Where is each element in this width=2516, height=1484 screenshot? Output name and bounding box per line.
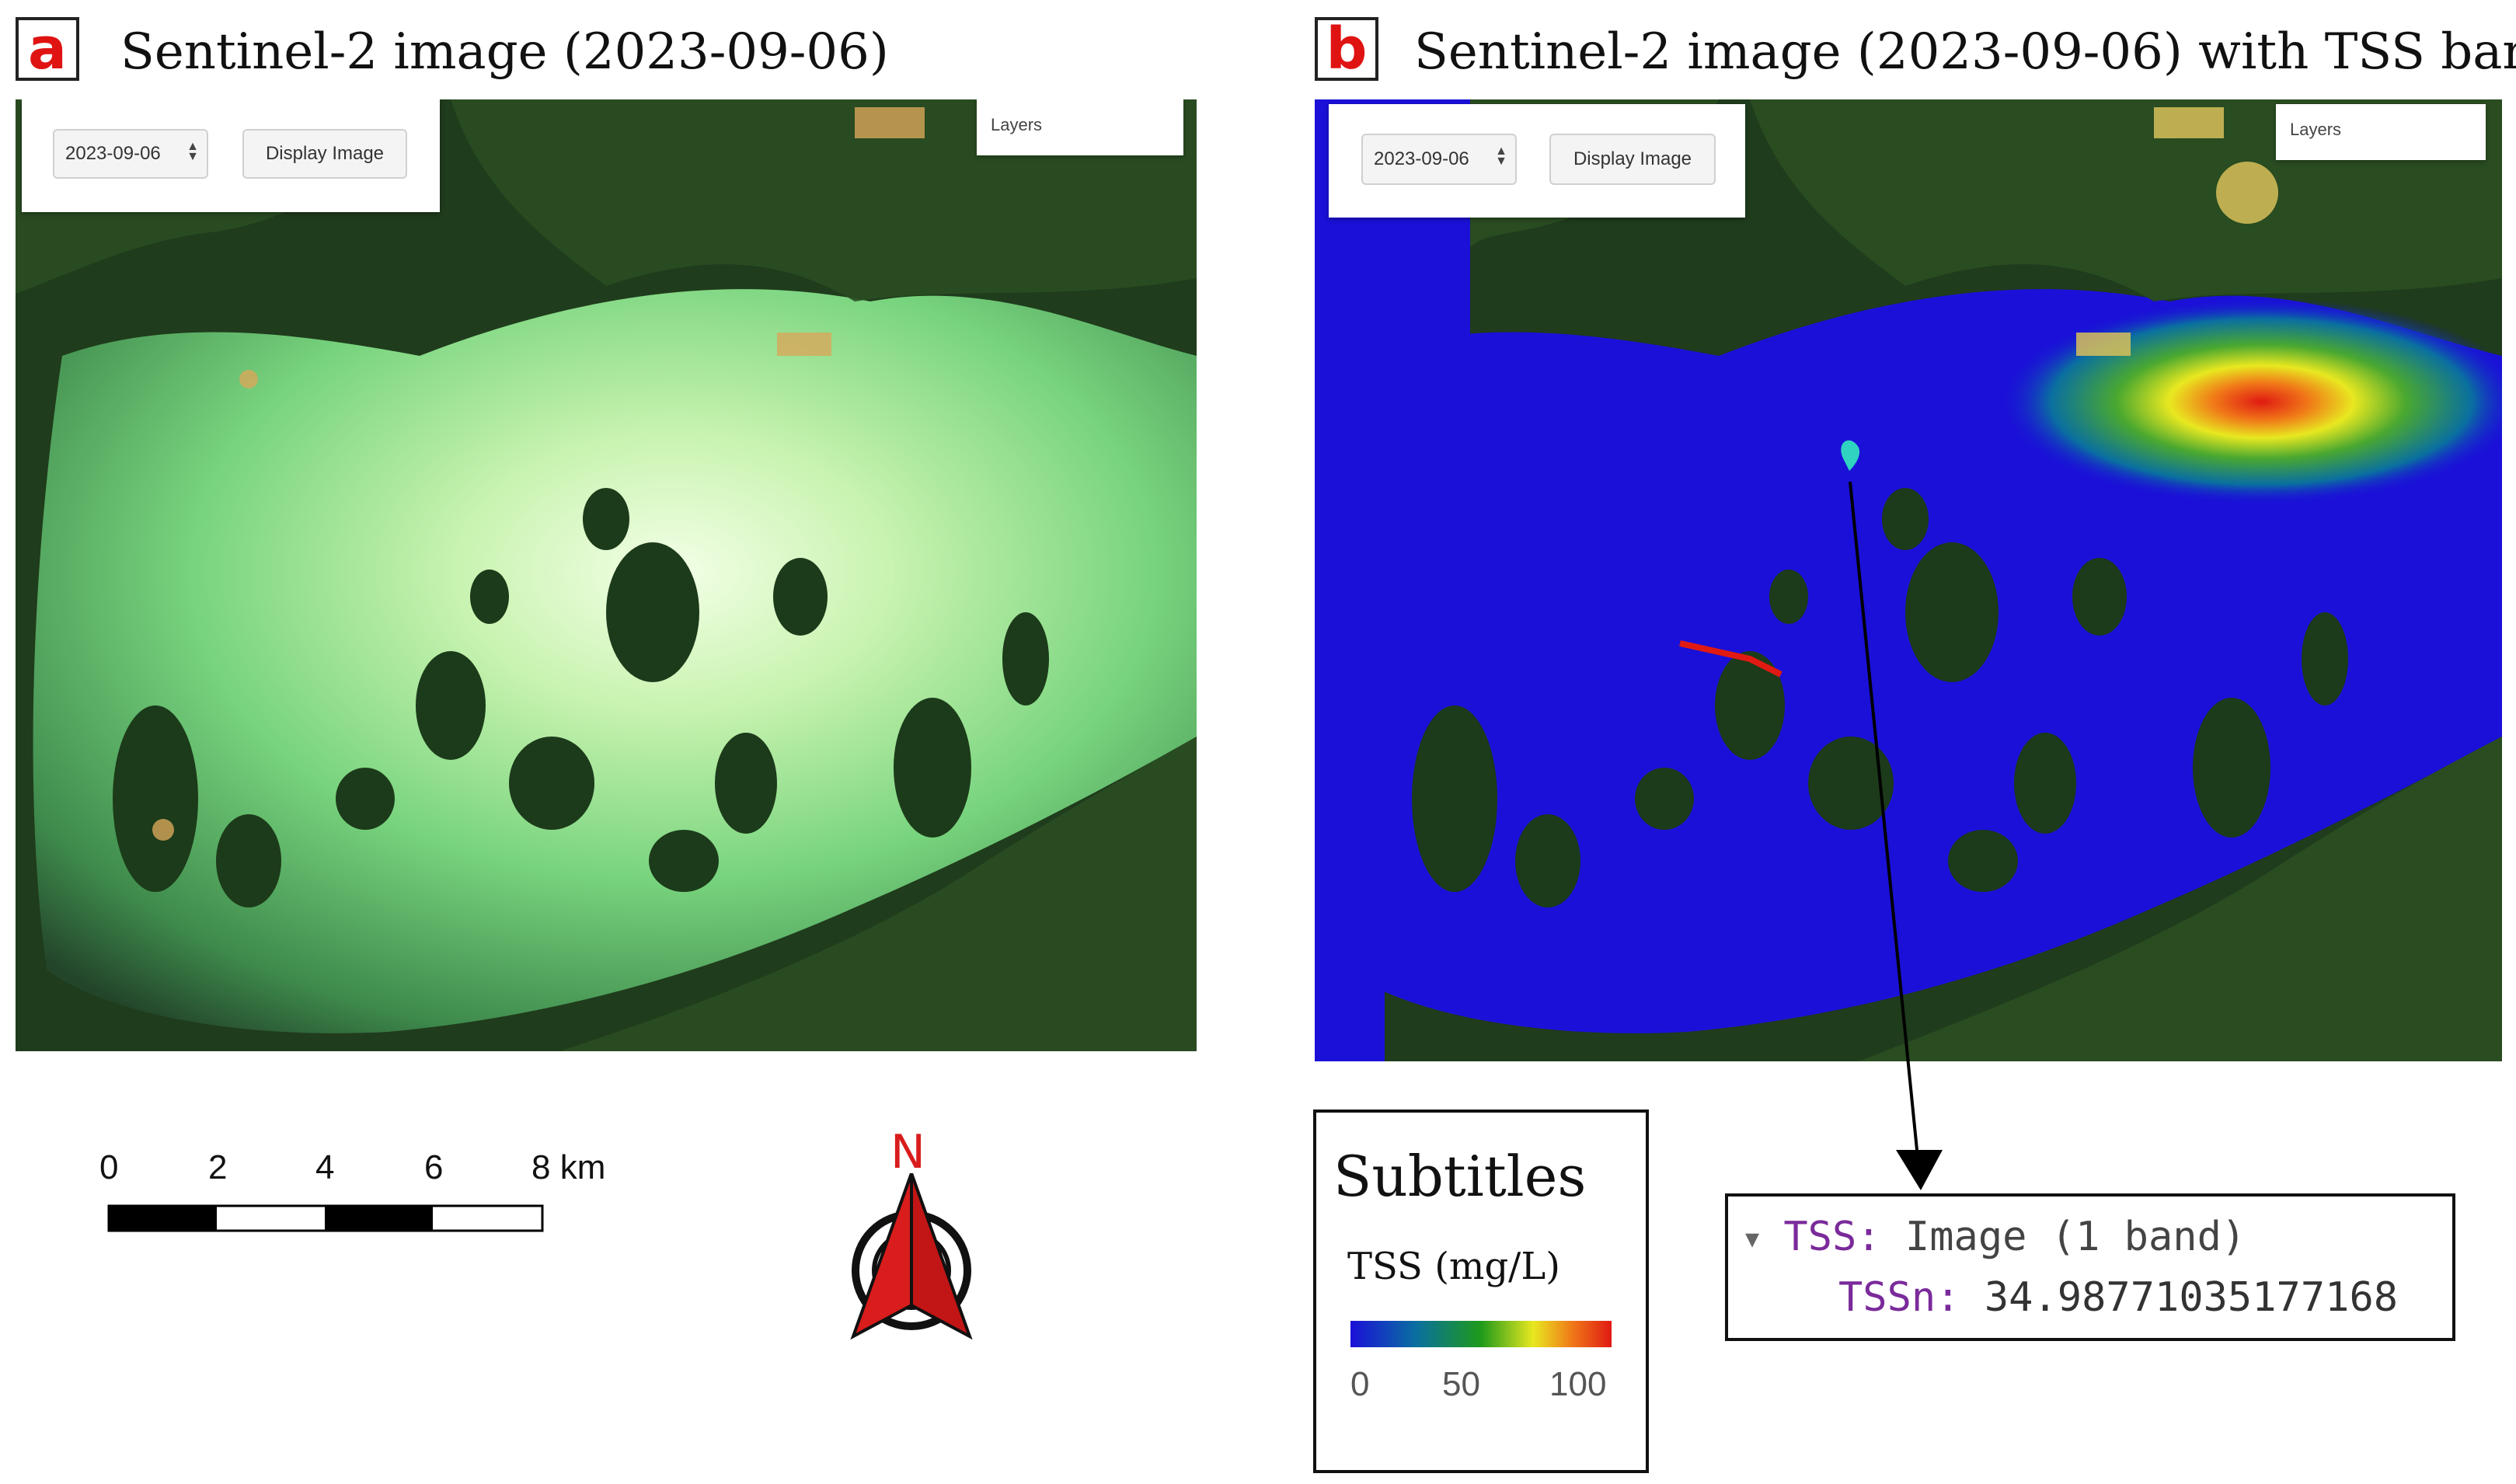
select-arrows-icon: ▲ ▼ [186,140,199,163]
expand-triangle-icon[interactable]: ▼ [1745,1225,1760,1253]
scale-tick-2: 2 [208,1148,228,1186]
select-arrows-icon: ▲ ▼ [1495,145,1507,168]
inspector-layer-key: TSS: [1783,1214,1881,1260]
layers-control-b[interactable]: Layers [2276,104,2486,160]
display-image-button[interactable]: Display Image [242,129,407,179]
date-select-b[interactable]: 2023-09-06 ▲ ▼ [1361,134,1517,185]
display-image-button-b[interactable]: Display Image [1549,134,1716,185]
panel-a-letter: a [28,16,67,82]
map-natural-color-image [16,99,1197,1051]
scale-tick-0: 0 [99,1148,119,1186]
legend-tick-0: 0 [1350,1365,1370,1403]
layers-control[interactable]: Layers [977,99,1183,155]
scale-tick-6: 6 [424,1148,444,1186]
gee-control-panel: 2023-09-06 ▲ ▼ Display Image [22,99,440,212]
legend-variable: TSS (mg/L) [1347,1245,1560,1288]
legend-color-ramp [1350,1321,1612,1347]
legend-tick-100: 100 [1549,1365,1607,1403]
scale-bar [107,1204,544,1232]
inspector-header[interactable]: ▼ TSS: Image (1 band) [1745,1214,2246,1260]
panel-a-badge: a [16,17,79,81]
date-select[interactable]: 2023-09-06 ▲ ▼ [53,129,208,179]
scale-tick-4: 4 [315,1148,335,1186]
inspector-band-key: TSSn: [1838,1274,1960,1321]
date-select-value: 2023-09-06 [65,143,161,164]
north-arrow-label: N [890,1125,925,1179]
scale-tick-8: 8 km [531,1148,606,1186]
inspector-marker[interactable] [1841,440,1860,471]
inspector-band-value: 34.98771035177168 [1984,1274,2399,1321]
inspector-box: ▼ TSS: Image (1 band) TSSn: 34.987710351… [1725,1193,2455,1341]
panel-b-letter: b [1326,16,1368,82]
inspector-band-row: TSSn: 34.98771035177168 [1838,1274,2398,1321]
inspector-layer-value: Image (1 band) [1904,1214,2246,1260]
legend-box: Subtitles TSS (mg/L) 0 50 100 [1313,1110,1649,1473]
date-select-b-value: 2023-09-06 [1374,148,1469,169]
gee-control-panel-b: 2023-09-06 ▲ ▼ Display Image [1329,104,1745,218]
north-arrow-icon [850,1173,973,1340]
map-natural-color[interactable]: 2023-09-06 ▲ ▼ Display Image Layers [16,99,1197,1051]
panel-a-title: Sentinel-2 image (2023-09-06) [120,23,889,81]
panel-b-badge: b [1315,17,1378,81]
map-tss[interactable]: 2023-09-06 ▲ ▼ Display Image Layers [1315,99,2502,1061]
legend-title: Subtitles [1333,1144,1587,1209]
panel-b-title: Sentinel-2 image (2023-09-06) with TSS b… [1414,23,2516,81]
legend-tick-50: 50 [1442,1365,1480,1403]
map-tss-image [1315,99,2502,1061]
